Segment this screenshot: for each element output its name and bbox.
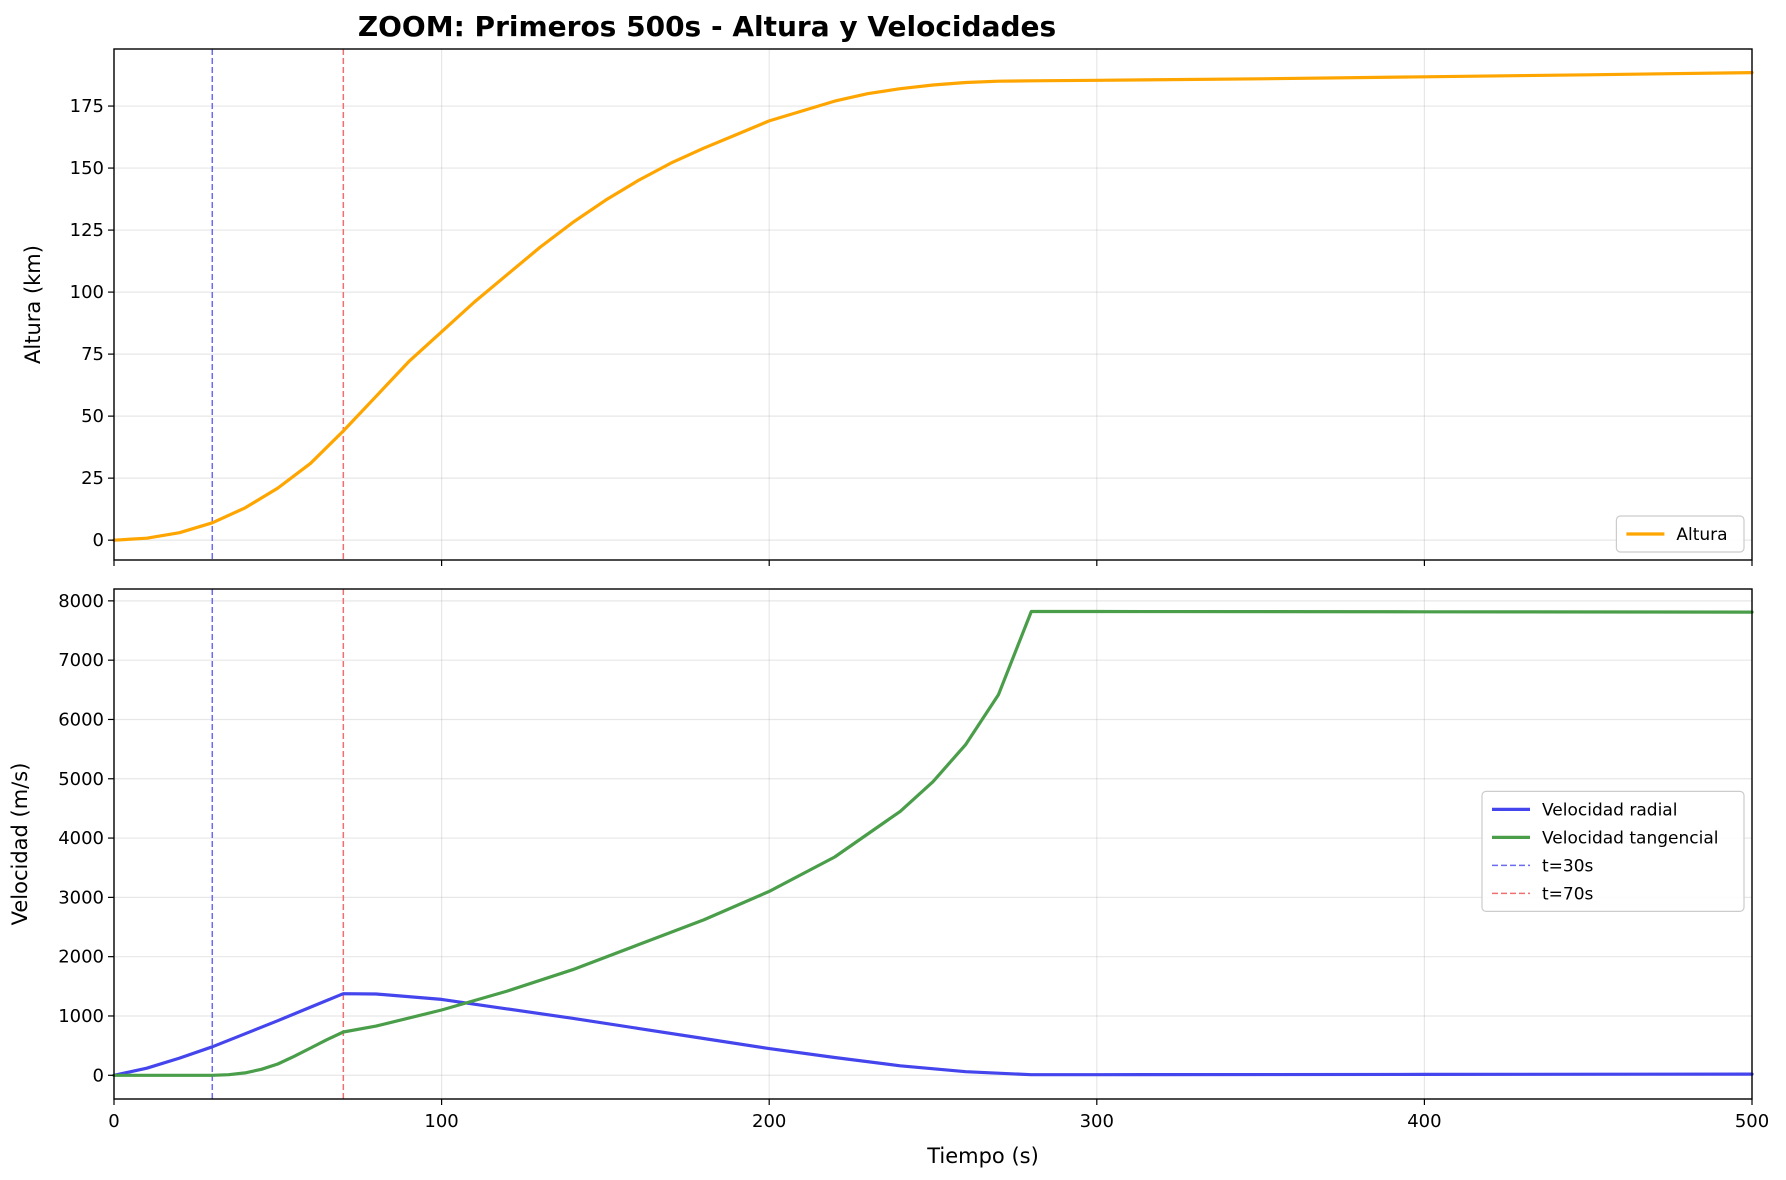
legend-box — [1615, 515, 1745, 553]
x-tick-label: 400 — [1407, 1111, 1441, 1132]
altura-plot-frame — [113, 48, 1753, 561]
series-line-velocidad-radial — [112, 992, 1754, 1077]
velocidad-y-tick-label: 4000 — [58, 828, 104, 849]
velocidad-legend: Velocidad radial Velocidad tangencial t=30… — [1481, 790, 1745, 912]
velocidad-y-tick-label: 6000 — [58, 709, 104, 730]
altura-y-tick-label: 100 — [70, 282, 104, 303]
series-line-altura — [112, 71, 1754, 542]
altura-panel: 0 25 50 75 100 125 150 175 Altura (km) Altura — [21, 48, 1754, 566]
altura-y-tick-label: 150 — [70, 158, 104, 179]
chart-title: ZOOM: Primeros 500s - Altura y Velocidad… — [358, 10, 1056, 43]
legend-label: t=30s — [1542, 856, 1594, 876]
legend-label: t=70s — [1542, 884, 1594, 904]
x-tick-label: 300 — [1080, 1111, 1114, 1132]
altura-y-tick-label: 175 — [70, 96, 104, 117]
velocidad-y-tick-label: 8000 — [58, 591, 104, 612]
velocidad-y-tick-label: 3000 — [58, 887, 104, 908]
velocidad-y-tick-label: 1000 — [58, 1006, 104, 1027]
altura-y-axis-label: Altura (km) — [21, 245, 45, 364]
velocidad-y-axis-label: Velocidad (m/s) — [8, 763, 32, 926]
series-line-velocidad-tangencial — [112, 609, 1754, 1077]
legend-box — [1481, 790, 1745, 912]
legend-label: Altura — [1676, 525, 1727, 545]
altura-y-tick-label: 0 — [93, 530, 104, 551]
altura-y-tick-label: 75 — [81, 344, 104, 365]
legend-label: Velocidad radial — [1542, 800, 1677, 820]
velocidad-y-tick-label: 2000 — [58, 947, 104, 968]
x-axis-label: Tiempo (s) — [926, 1144, 1039, 1168]
altura-y-tick-label: 50 — [81, 406, 104, 427]
velocidad-panel: 0 1000 2000 3000 4000 5000 6000 7000 8000 0 100 200… — [8, 588, 1769, 1132]
altura-y-tick-label: 25 — [81, 468, 104, 489]
altura-y-tick-label: 125 — [70, 220, 104, 241]
velocidad-y-tick-label: 5000 — [58, 769, 104, 790]
altura-legend: Altura — [1615, 515, 1745, 553]
velocidad-plot-frame — [113, 588, 1753, 1100]
legend-label: Velocidad tangencial — [1542, 828, 1718, 848]
velocidad-y-tick-label: 7000 — [58, 650, 104, 671]
x-tick-label: 0 — [108, 1111, 119, 1132]
x-tick-label: 100 — [424, 1111, 458, 1132]
velocidad-y-tick-label: 0 — [93, 1065, 104, 1086]
x-tick-label: 500 — [1735, 1111, 1769, 1132]
x-tick-label: 200 — [752, 1111, 786, 1132]
